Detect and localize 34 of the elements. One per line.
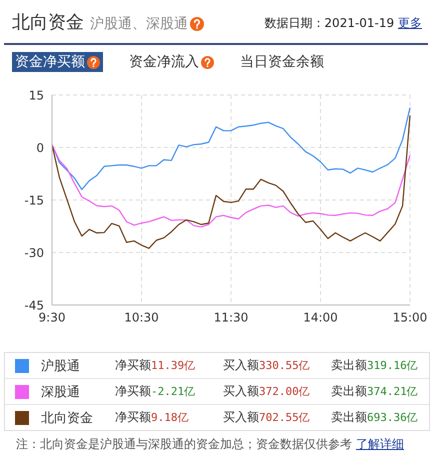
y-tick-label: -30 <box>24 246 44 260</box>
text: 净买额11.39亿 <box>115 358 196 372</box>
y-tick-label: -45 <box>24 298 44 312</box>
y-tick-label: 15 <box>28 88 44 102</box>
text: 净买额-2.21亿 <box>115 384 196 398</box>
text: 当日资金余额 <box>240 53 324 72</box>
chart-title: 北向资金 <box>12 11 84 34</box>
text: 买入额702.55亿 <box>223 410 310 424</box>
legend-label: 北向资金 <box>41 410 94 426</box>
legend-label: 深股通 <box>41 384 81 400</box>
x-tick-label: 10:30 <box>124 310 159 325</box>
x-tick-label: 14:00 <box>303 310 338 325</box>
text: 卖出额374.21亿 <box>331 384 418 398</box>
x-tick-label: 9:30 <box>38 310 66 325</box>
text: 卖出额319.16亿 <box>331 358 418 372</box>
text: 更多 <box>398 16 422 30</box>
text: 买入额372.00亿 <box>223 384 310 398</box>
text: 卖出额693.36亿 <box>331 410 418 424</box>
text: 资金净买额 <box>12 52 103 72</box>
text: 买入额330.55亿 <box>223 358 310 372</box>
line-series <box>51 114 411 249</box>
line-series <box>51 107 411 190</box>
text: 注：北向资金是沪股通与深股通的资金加总；资金数据仅供参考 <box>16 437 352 451</box>
x-tick-label: 15:00 <box>392 310 428 325</box>
x-tick-label: 11:30 <box>214 310 248 325</box>
text: 了解详细 <box>356 437 404 451</box>
text: 资金净流入 <box>129 53 200 72</box>
line-series <box>51 144 411 228</box>
y-tick-label: -15 <box>24 193 44 208</box>
text: 净买额9.18亿 <box>115 410 188 424</box>
chart-subtitle: 沪股通、深股通 <box>90 15 189 33</box>
y-tick-label: 0 <box>36 140 44 155</box>
text: 数据日期：2021-01-19 <box>264 16 394 30</box>
legend-label: 沪股通 <box>41 358 81 374</box>
